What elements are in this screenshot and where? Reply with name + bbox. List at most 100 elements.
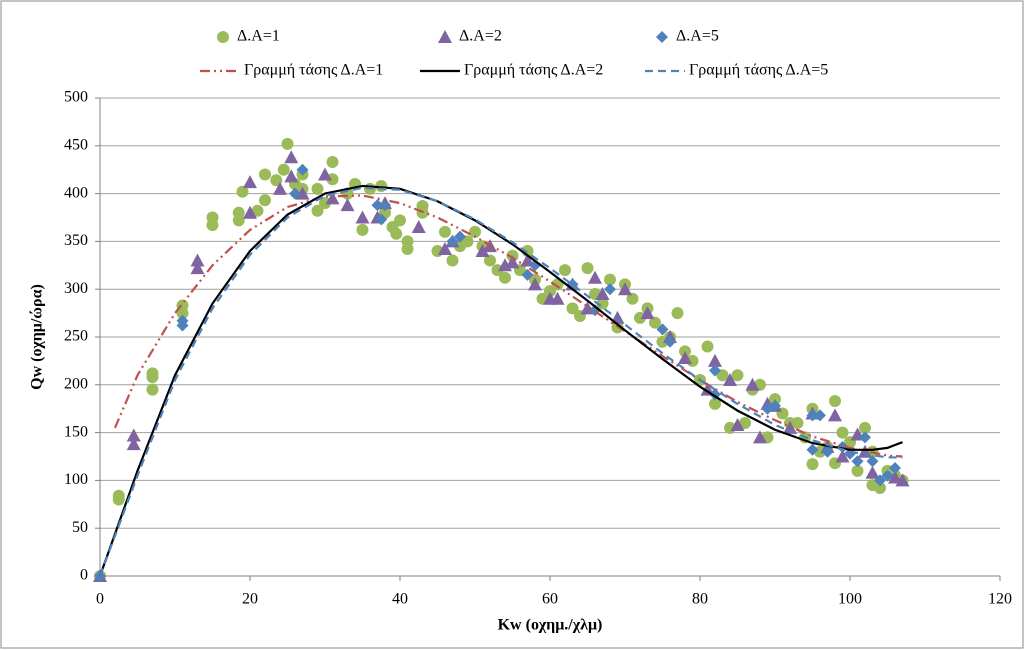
point	[859, 431, 871, 444]
point	[551, 278, 564, 291]
point	[520, 253, 535, 267]
point	[806, 458, 819, 471]
point	[295, 186, 310, 200]
point	[236, 185, 249, 198]
point	[671, 307, 684, 320]
point	[604, 283, 616, 296]
point	[375, 179, 388, 192]
point	[859, 421, 871, 434]
point	[865, 465, 880, 479]
point	[656, 323, 669, 336]
point	[277, 163, 290, 176]
point	[379, 199, 391, 212]
legend-marker	[438, 30, 452, 43]
point	[588, 270, 602, 284]
point	[821, 445, 834, 458]
point	[829, 395, 841, 408]
y-tick-label: 500	[64, 89, 88, 106]
point	[731, 369, 744, 382]
point	[626, 292, 639, 305]
point	[469, 225, 481, 238]
point	[394, 214, 406, 227]
point	[243, 175, 257, 189]
point	[446, 235, 459, 248]
point	[284, 169, 299, 183]
point	[730, 417, 745, 431]
x-tick-label: 20	[242, 591, 258, 608]
point	[806, 409, 819, 422]
point	[889, 461, 901, 474]
point	[640, 306, 655, 320]
point	[284, 150, 299, 164]
point	[326, 156, 339, 169]
point	[273, 181, 287, 195]
y-tick-label: 450	[64, 136, 88, 153]
x-tick-label: 60	[542, 591, 558, 608]
point	[355, 210, 370, 224]
point	[566, 302, 579, 315]
x-tick-label: 80	[692, 591, 708, 608]
point	[745, 377, 760, 391]
point	[281, 137, 294, 150]
point	[851, 455, 864, 468]
point	[649, 316, 661, 329]
legend-label: Γραμμή τάσης Δ.Α=2	[464, 62, 603, 79]
point	[716, 369, 729, 382]
point	[581, 262, 594, 275]
point	[416, 200, 429, 213]
point	[176, 314, 189, 327]
point	[709, 364, 721, 377]
point	[828, 408, 842, 422]
point	[311, 182, 324, 195]
point	[708, 353, 722, 367]
point	[550, 291, 565, 305]
point	[874, 482, 886, 495]
point	[356, 223, 369, 236]
point	[146, 371, 159, 384]
point	[259, 168, 271, 181]
point	[190, 261, 205, 275]
point	[190, 253, 205, 267]
point	[461, 235, 474, 248]
point	[618, 282, 632, 296]
point	[243, 205, 257, 219]
point	[604, 273, 616, 286]
point	[375, 213, 388, 226]
y-tick-label: 100	[64, 471, 88, 488]
y-tick-label: 200	[64, 375, 88, 392]
point	[753, 430, 767, 444]
point	[390, 227, 403, 240]
legend-label: Γραμμή τάσης Δ.Α=1	[244, 62, 383, 79]
legend-marker	[656, 31, 668, 43]
point	[311, 204, 324, 217]
point	[401, 235, 414, 248]
x-tick-label: 100	[838, 591, 862, 608]
point	[146, 383, 159, 396]
point	[325, 191, 340, 205]
legend-label: Δ.Α=1	[237, 28, 280, 45]
point	[866, 455, 879, 468]
point	[678, 351, 692, 365]
point	[499, 271, 511, 284]
y-tick-label: 300	[64, 280, 88, 297]
trend-line	[98, 184, 903, 577]
legend-label: Γραμμή τάσης Δ.Α=5	[689, 62, 828, 79]
point	[895, 473, 910, 487]
point	[700, 382, 715, 396]
point	[446, 254, 459, 267]
y-axis-title: Qw (οχημ/ώρα)	[29, 284, 46, 390]
point	[484, 254, 496, 267]
point	[528, 277, 542, 291]
point	[851, 464, 864, 477]
x-axis-title: Kw (οχημ./χλμ)	[498, 617, 603, 634]
y-tick-label: 150	[64, 423, 88, 440]
point	[783, 420, 797, 434]
point	[340, 198, 355, 212]
point	[112, 489, 125, 502]
point	[723, 373, 737, 387]
point	[881, 469, 894, 482]
legend-label: Δ.Α=2	[459, 28, 502, 45]
x-tick-label: 0	[96, 591, 104, 608]
